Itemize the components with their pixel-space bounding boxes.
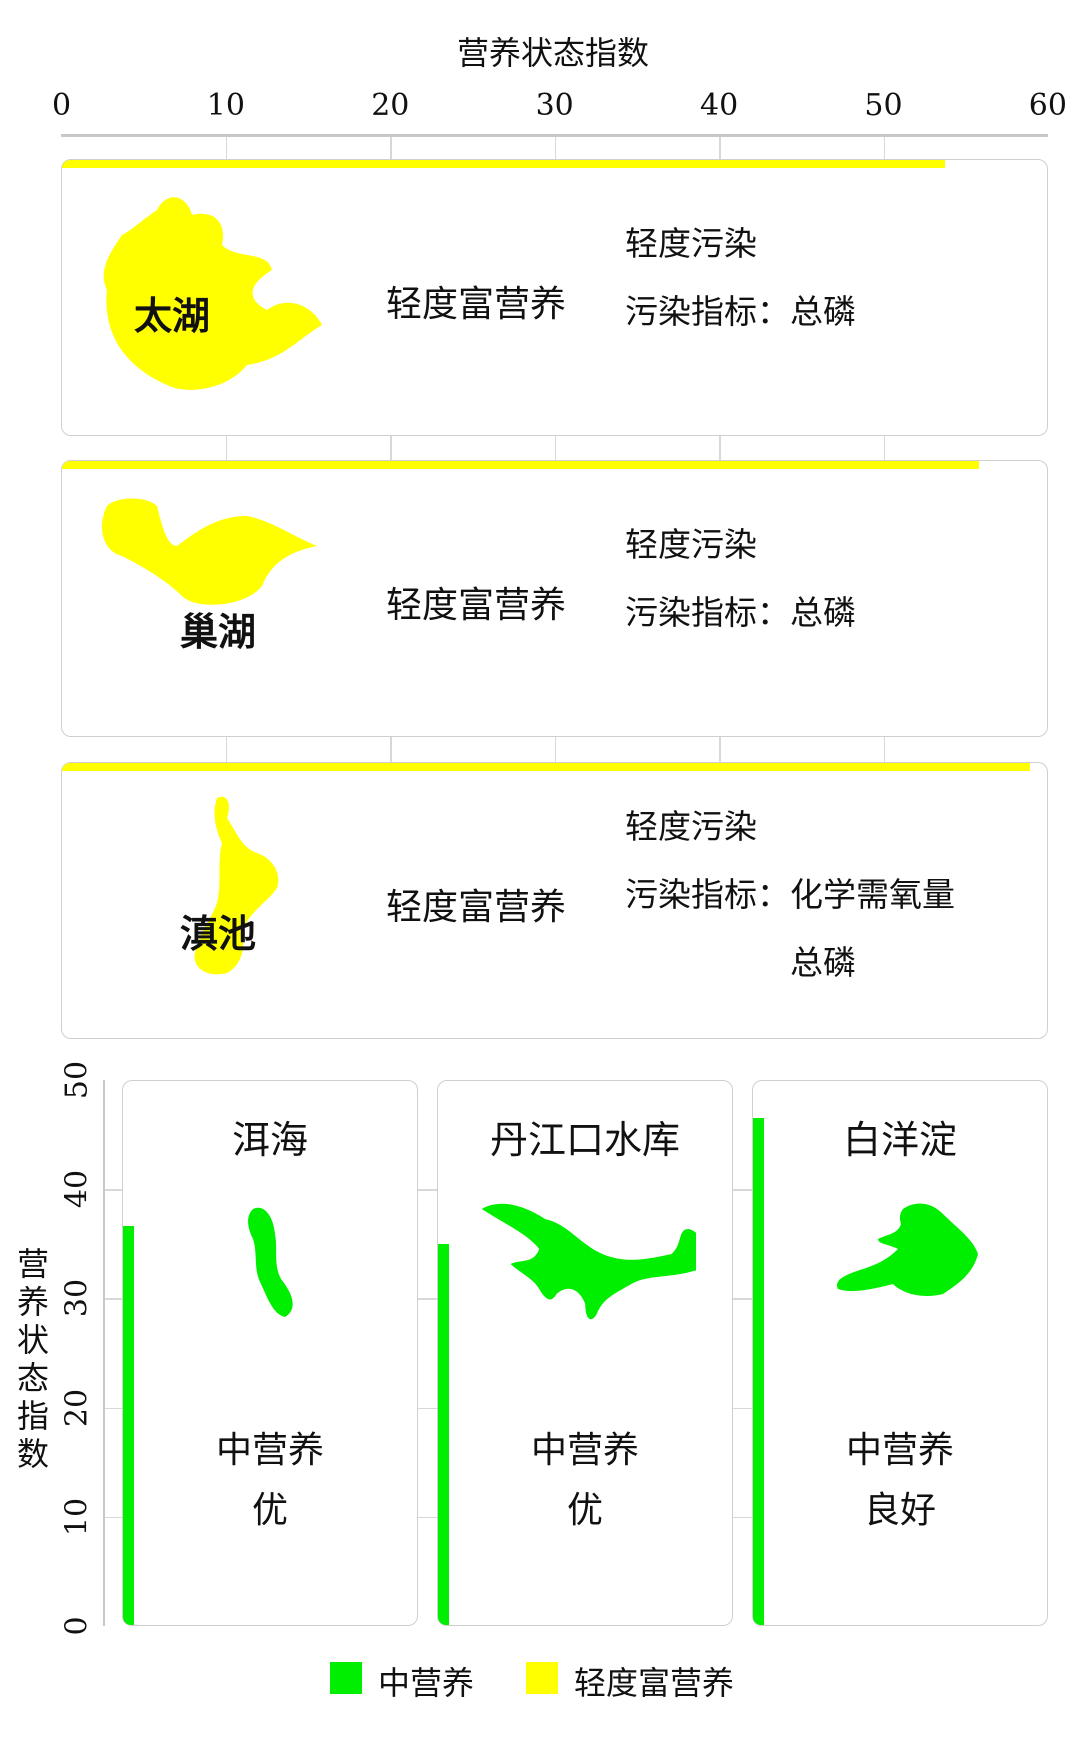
lake-shape <box>103 197 322 390</box>
pollution-level: 轻度污染 <box>625 224 757 263</box>
trophic-status: 中营养 <box>845 1430 954 1471</box>
water-quality: 良好 <box>863 1490 936 1531</box>
lake-card: 滇池 轻度富营养 轻度污染污染指标：化学需氧量总磷 <box>61 762 1048 1039</box>
x-tick-label: 40 <box>700 88 739 123</box>
legend-swatch-mid <box>330 1662 362 1694</box>
pollution-level: 轻度污染 <box>625 807 757 846</box>
indicator-label: 污染指标： <box>625 593 790 632</box>
lake-panel: 丹江口水库 中营养优 <box>437 1080 733 1626</box>
lake-name: 滇池 <box>180 911 257 956</box>
lake-card: 巢湖 轻度富营养 轻度污染污染指标：总磷 <box>61 460 1048 737</box>
lake-panel: 白洋淀 中营养 良好 <box>752 1080 1048 1626</box>
lake-name: 白洋淀 <box>842 1118 957 1162</box>
lake-shape <box>102 498 317 605</box>
pollution-info: 轻度污染污染指标：总磷 <box>625 210 856 346</box>
y-axis-title: 营养状态指数 <box>16 1245 49 1473</box>
trophic-status: 轻度富营养 <box>386 887 567 928</box>
indicator-value: 总磷 <box>790 292 856 331</box>
lake-name: 太湖 <box>134 293 211 338</box>
lake-shape <box>248 1207 293 1317</box>
indicator-label: 污染指标： <box>625 875 790 914</box>
x-tick-label: 50 <box>864 88 903 123</box>
index-bar <box>62 763 1031 771</box>
lake-shape <box>481 1203 696 1320</box>
trophic-status: 轻度富营养 <box>386 585 567 626</box>
indicator-label: 污染指标： <box>625 292 790 331</box>
lake-name: 洱海 <box>231 1118 308 1162</box>
x-tick-label: 0 <box>51 88 72 123</box>
index-bar <box>753 1118 764 1625</box>
y-tick-label: 20 <box>59 1388 95 1427</box>
y-tick-label: 30 <box>59 1279 95 1318</box>
x-axis-title: 营养状态指数 <box>456 34 649 72</box>
lake-shape <box>194 796 279 975</box>
pollution-info: 轻度污染污染指标：化学需氧量总磷 <box>625 793 955 997</box>
x-axis-line <box>61 134 1048 137</box>
legend-label-mid: 中营养 <box>378 1664 475 1702</box>
x-tick-label: 10 <box>206 88 245 123</box>
lake-name: 丹江口水库 <box>489 1118 680 1162</box>
trophic-status: 轻度富营养 <box>386 284 567 325</box>
lake-card: 太湖 轻度富营养 轻度污染污染指标：总磷 <box>61 159 1048 436</box>
y-tick-label: 10 <box>59 1497 95 1536</box>
trophic-status: 中营养 <box>215 1430 324 1471</box>
pollution-info: 轻度污染污染指标：总磷 <box>625 511 856 647</box>
lake-panel: 洱海 中营养优 <box>122 1080 418 1626</box>
index-bar <box>438 1243 449 1625</box>
pollution-level: 轻度污染 <box>625 525 757 564</box>
legend-swatch-light <box>526 1662 558 1694</box>
x-tick-label: 60 <box>1028 88 1067 123</box>
y-axis-line <box>103 1080 105 1626</box>
lake-shape <box>837 1203 978 1296</box>
indicator-value: 总磷 <box>790 943 856 982</box>
y-tick-label: 40 <box>59 1170 95 1209</box>
water-quality: 优 <box>251 1490 288 1531</box>
indicator-value: 总磷 <box>790 593 856 632</box>
y-tick-label: 0 <box>59 1616 95 1636</box>
indicator-value: 化学需氧量 <box>790 875 955 914</box>
trophic-status: 中营养 <box>530 1430 639 1471</box>
y-tick-label: 50 <box>59 1060 95 1100</box>
index-bar <box>123 1226 134 1625</box>
x-tick-label: 30 <box>535 88 574 123</box>
water-quality: 优 <box>566 1490 603 1531</box>
index-bar <box>62 461 980 469</box>
x-tick-label: 20 <box>371 88 410 123</box>
index-bar <box>62 160 945 168</box>
legend-label-light: 轻度富营养 <box>574 1664 735 1702</box>
lake-name: 巢湖 <box>180 609 257 654</box>
